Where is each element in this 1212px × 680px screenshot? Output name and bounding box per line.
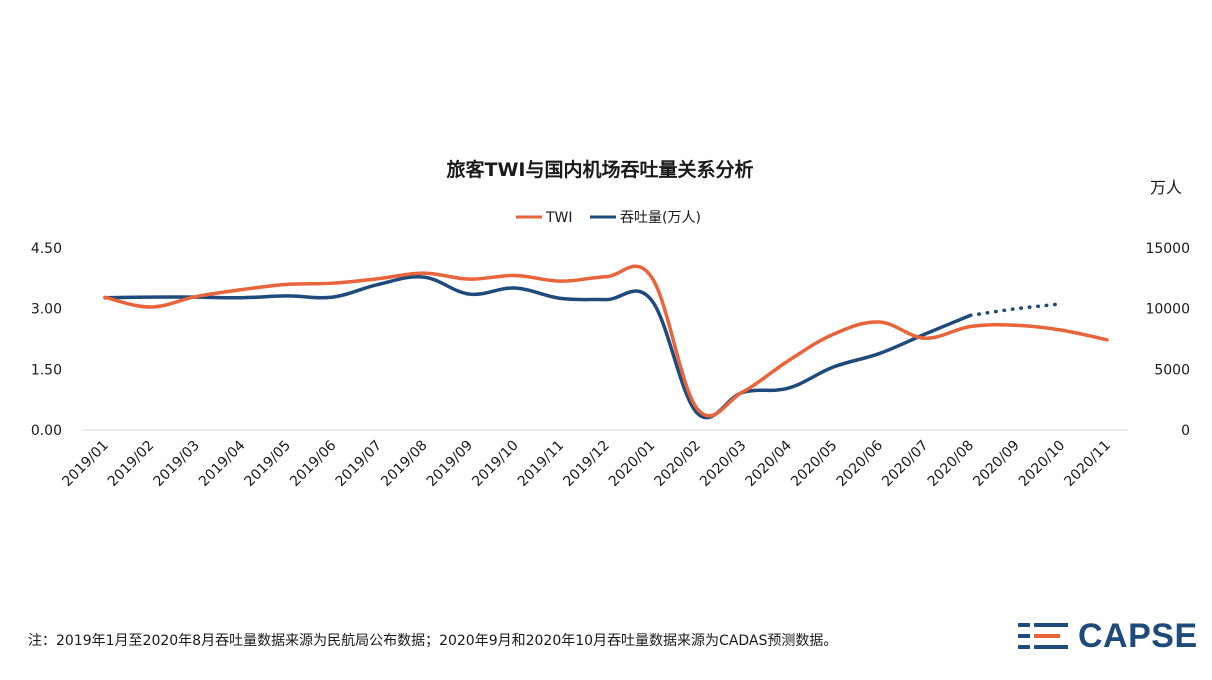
legend-label-throughput: 吞吐量(万人) xyxy=(620,210,701,226)
x-axis: 2019/012019/022019/032019/042019/052019/… xyxy=(59,437,1113,490)
x-axis-tick-label: 2020/07 xyxy=(879,438,931,490)
x-axis-tick-label: 2020/02 xyxy=(651,438,703,490)
series-line-throughput-forecast xyxy=(968,302,1064,318)
left-axis: 0.00 1.50 3.00 4.50 xyxy=(31,241,62,439)
legend: TWI 吞吐量(万人) xyxy=(516,210,701,226)
legend-label-twi: TWI xyxy=(545,210,573,226)
x-axis-tick-label: 2019/07 xyxy=(333,438,385,490)
chart-svg: 旅客TWI与国内机场吞吐量关系分析 TWI 吞吐量(万人) 万人 0.00 1.5… xyxy=(31,158,1190,490)
capse-logo: CAPSE xyxy=(1018,614,1208,658)
x-axis-tick-label: 2020/10 xyxy=(1016,438,1068,490)
x-axis-tick-label: 2019/11 xyxy=(515,438,567,490)
series-line-throughput xyxy=(103,275,973,420)
x-axis-tick-label: 2020/11 xyxy=(1061,438,1113,490)
x-axis-tick-label: 2019/12 xyxy=(560,438,612,490)
chart-title: 旅客TWI与国内机场吞吐量关系分析 xyxy=(447,158,754,181)
right-axis-tick-label: 0 xyxy=(1181,423,1190,439)
right-axis: 0 5000 10000 15000 xyxy=(1145,241,1190,439)
footnote: 注：2019年1月至2020年8月吞吐量数据来源为民航局公布数据；2020年9月… xyxy=(28,633,838,649)
x-axis-tick-label: 2019/01 xyxy=(59,438,111,490)
x-axis-tick-label: 2019/10 xyxy=(469,438,521,490)
x-axis-tick-label: 2020/06 xyxy=(834,437,887,490)
right-axis-tick-label: 15000 xyxy=(1145,241,1190,257)
x-axis-tick-label: 2019/08 xyxy=(378,438,430,490)
x-axis-tick-label: 2020/08 xyxy=(925,438,977,490)
x-axis-tick-label: 2019/09 xyxy=(424,438,476,490)
left-axis-tick-label: 4.50 xyxy=(31,241,62,257)
left-axis-tick-label: 3.00 xyxy=(31,302,62,318)
capse-logo-icon xyxy=(1018,623,1068,649)
x-axis-tick-label: 2020/05 xyxy=(788,438,840,490)
x-axis-tick-label: 2020/09 xyxy=(970,438,1022,490)
series-line-twi xyxy=(103,264,1109,418)
x-axis-tick-label: 2020/01 xyxy=(606,438,658,490)
x-axis-tick-label: 2019/03 xyxy=(150,438,202,490)
left-axis-tick-label: 0.00 xyxy=(31,423,62,439)
x-axis-tick-label: 2020/04 xyxy=(743,437,796,490)
x-axis-tick-label: 2019/02 xyxy=(105,438,157,490)
right-axis-unit: 万人 xyxy=(1150,178,1182,197)
x-axis-tick-label: 2019/05 xyxy=(242,438,294,490)
right-axis-tick-label: 10000 xyxy=(1145,302,1190,318)
x-axis-tick-label: 2019/04 xyxy=(196,437,249,490)
x-axis-tick-label: 2019/06 xyxy=(287,437,340,490)
left-axis-tick-label: 1.50 xyxy=(31,362,62,378)
x-axis-tick-label: 2020/03 xyxy=(697,438,749,490)
right-axis-tick-label: 5000 xyxy=(1154,362,1190,378)
capse-logo-text: CAPSE xyxy=(1078,617,1198,655)
